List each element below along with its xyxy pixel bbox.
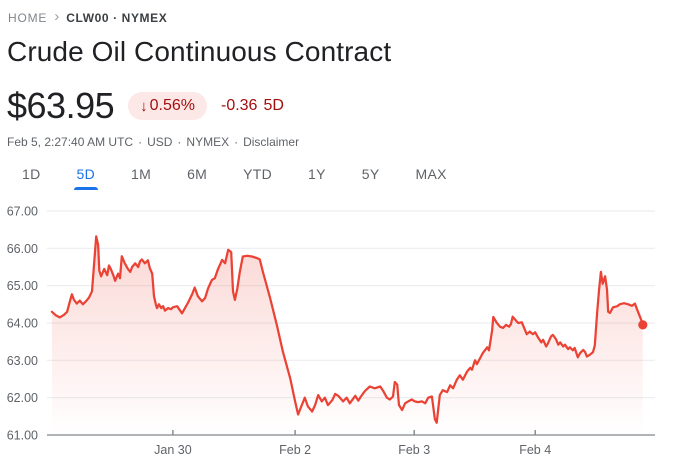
- breadcrumb: HOME › CLW00 · NYMEX: [0, 0, 683, 26]
- y-axis-label: 66.00: [7, 242, 38, 256]
- change-percent-value: 0.56%: [149, 97, 195, 114]
- tab-6m[interactable]: 6M: [173, 161, 221, 190]
- current-price: $63.95: [7, 85, 115, 126]
- x-axis-label: Feb 2: [279, 443, 311, 457]
- meta-separator: ·: [138, 134, 143, 149]
- last-price-dot: [638, 320, 648, 330]
- x-axis-label: Jan 30: [154, 443, 192, 457]
- tab-1d[interactable]: 1D: [8, 161, 55, 190]
- change-absolute-value: -0.36: [220, 97, 258, 114]
- x-axis-label: Feb 3: [398, 443, 430, 457]
- tab-5d[interactable]: 5D: [63, 161, 110, 190]
- tab-1y[interactable]: 1Y: [294, 161, 340, 190]
- tab-ytd[interactable]: YTD: [229, 161, 286, 190]
- disclaimer-link[interactable]: Disclaimer: [243, 134, 300, 149]
- y-axis-label: 63.00: [7, 354, 38, 368]
- y-axis-label: 67.00: [7, 205, 38, 219]
- price-chart[interactable]: 67.00 66.00 65.00 64.00 63.00 62.00 61.00 Jan 3…: [0, 198, 683, 467]
- change-percent-badge: ↓ 0.56%: [128, 92, 207, 120]
- down-arrow-icon: ↓: [140, 97, 148, 115]
- breadcrumb-chevron-icon: ›: [54, 8, 60, 25]
- tab-max[interactable]: MAX: [402, 161, 461, 190]
- quote-header: $63.95 ↓ 0.56% -0.36 5D: [7, 85, 683, 127]
- change-period-label: 5D: [263, 97, 284, 114]
- breadcrumb-home-link[interactable]: HOME: [8, 11, 48, 25]
- page-title: Crude Oil Continuous Contract: [7, 36, 392, 67]
- quote-currency: USD: [147, 134, 173, 149]
- y-axis-label: 65.00: [7, 279, 38, 293]
- meta-separator: ·: [234, 134, 239, 149]
- quote-exchange: NYMEX: [186, 134, 230, 149]
- tab-5y[interactable]: 5Y: [348, 161, 394, 190]
- time-range-tabs: 1D 5D 1M 6M YTD 1Y 5Y MAX: [8, 161, 683, 190]
- x-axis-label: Feb 4: [519, 443, 551, 457]
- area-fill: [51, 236, 643, 435]
- y-axis-label: 64.00: [7, 317, 38, 331]
- tab-1m[interactable]: 1M: [117, 161, 165, 190]
- quote-timestamp: Feb 5, 2:27:40 AM UTC: [7, 134, 134, 149]
- quote-meta-line: Feb 5, 2:27:40 AM UTC · USD · NYMEX · Di…: [7, 134, 683, 149]
- y-axis-label: 62.00: [7, 391, 38, 405]
- change-absolute: -0.36 5D: [221, 97, 284, 115]
- breadcrumb-symbol: CLW00 · NYMEX: [66, 11, 168, 25]
- meta-separator: ·: [177, 134, 182, 149]
- price-line: [50, 235, 644, 424]
- y-axis-label: 61.00: [7, 429, 38, 443]
